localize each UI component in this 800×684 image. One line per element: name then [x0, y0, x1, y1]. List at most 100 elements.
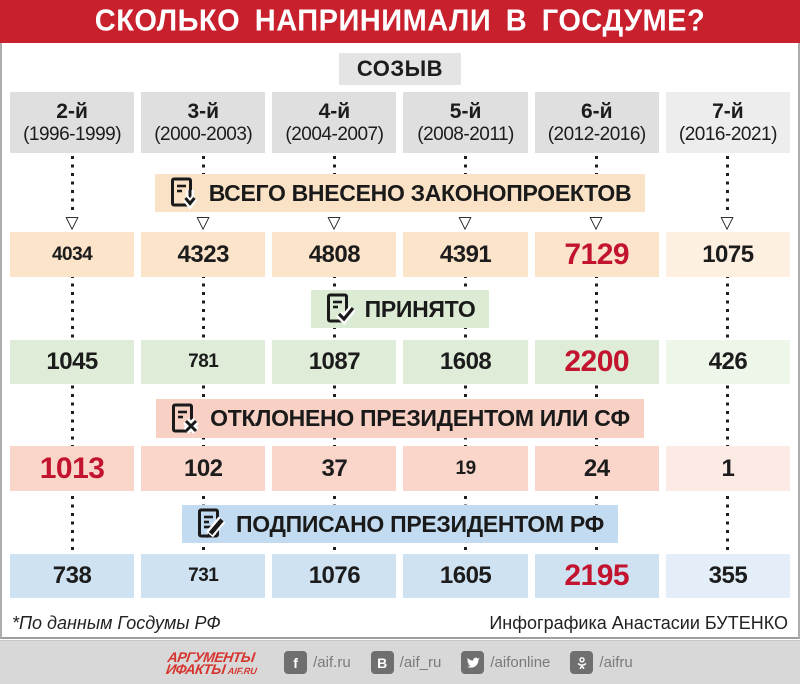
column-ordinal: 6-й [580, 99, 613, 123]
value-cell: 4034 [10, 232, 135, 277]
value-24: 24 [583, 454, 610, 482]
value-cell: 24 [534, 446, 659, 491]
social-links: f /aif.ru В /aif_ru /aifonline [284, 651, 633, 674]
social-odnoklassniki[interactable]: /aifru [570, 651, 633, 674]
value-1075: 1075 [702, 240, 754, 268]
value-cell: 4323 [141, 232, 266, 277]
document-cross-icon [172, 403, 199, 434]
arrow-down-icon: ▽ [325, 211, 343, 232]
value-cell: 1087 [272, 340, 397, 384]
column-years: (1996-1999) [23, 123, 122, 145]
vk-icon: В [370, 651, 394, 674]
value-cell: 731 [141, 554, 266, 598]
column-ordinal: 7-й [712, 99, 744, 123]
section-band-signed: ПОДПИСАНО ПРЕЗИДЕНТОМ РФ [0, 505, 800, 543]
logo-suffix: AIF.RU [227, 665, 258, 676]
value-cell: 1075 [665, 232, 790, 277]
section-label: ОТКЛОНЕНО ПРЕЗИДЕНТОМ ИЛИ СФ [210, 405, 630, 431]
value-cell: 1076 [272, 554, 397, 598]
facebook-handle: /aif.ru [313, 654, 351, 671]
value-cell: 1608 [403, 340, 528, 384]
convocation-label: СОЗЫВ [338, 53, 462, 85]
data-row-adopted: 1045 781 1087 1608 2200 426 [0, 340, 800, 384]
twitter-icon [461, 651, 485, 674]
column-headers: 2-й (1996-1999) 3-й (2000-2003) 4-й (2004-200… [0, 92, 800, 153]
section-band-rejected: ОТКЛОНЕНО ПРЕЗИДЕНТОМ ИЛИ СФ [0, 399, 800, 438]
section-header-submitted: ВСЕГО ВНЕСЕНО ЗАКОНОПРОЕКТОВ [154, 174, 646, 212]
column-ordinal: 5-й [449, 99, 482, 123]
value-cell: 7129 [534, 232, 659, 277]
section-header-rejected: ОТКЛОНЕНО ПРЕЗИДЕНТОМ ИЛИ СФ [156, 399, 644, 438]
value-4034: 4034 [51, 243, 93, 265]
value-1605: 1605 [439, 562, 492, 589]
column-header-4: 4-й (2004-2007) [272, 92, 397, 153]
column-years: (2004-2007) [285, 123, 384, 145]
section-header-signed: ПОДПИСАНО ПРЕЗИДЕНТОМ РФ [182, 505, 618, 543]
value-1087: 1087 [308, 348, 361, 375]
title-bar: СКОЛЬКО НАПРИНИМАЛИ В ГОСДУМЕ? [0, 0, 800, 43]
value-cell: 1605 [403, 554, 528, 598]
logo-line-2: ИФАКТЫ [165, 660, 227, 677]
column-years: (2008-2011) [417, 123, 514, 145]
value-2200: 2200 [564, 345, 630, 378]
social-vk[interactable]: В /aif_ru [370, 651, 441, 674]
arrow-down-icon: ▽ [194, 211, 212, 232]
document-pen-icon [198, 508, 226, 538]
bottom-bar: АРГУМЕНТЫ ИФАКТЫ AIF.RU f /aif.ru В /aif… [0, 640, 800, 684]
value-19: 19 [455, 457, 477, 479]
document-check-icon [326, 293, 355, 325]
value-cell: 37 [272, 446, 397, 491]
aif-logo: АРГУМЕНТЫ ИФАКТЫ AIF.RU [165, 649, 260, 677]
social-facebook[interactable]: f /aif.ru [284, 651, 351, 674]
data-row-submitted: 4034 4323 4808 4391 7129 1075 [0, 232, 800, 277]
value-1013: 1013 [39, 451, 105, 485]
value-4808: 4808 [308, 240, 361, 268]
section-band-submitted: ВСЕГО ВНЕСЕНО ЗАКОНОПРОЕКТОВ [0, 174, 800, 212]
column-ordinal: 3-й [187, 99, 220, 123]
value-2195: 2195 [564, 559, 630, 592]
section-band-adopted: ПРИНЯТО [0, 290, 800, 328]
data-row-rejected: 1013 102 37 19 24 1 [0, 446, 800, 491]
value-cell: 4391 [403, 232, 528, 277]
value-cell: 4808 [272, 232, 397, 277]
value-781: 781 [188, 351, 219, 372]
arrow-down-icon: ▽ [718, 211, 736, 232]
value-cell: 355 [665, 554, 790, 598]
arrow-down-icon: ▽ [63, 211, 81, 232]
value-731: 731 [188, 565, 219, 586]
value-426: 426 [708, 348, 748, 375]
column-years: (2016-2021) [678, 123, 778, 145]
social-twitter[interactable]: /aifonline [461, 651, 550, 674]
value-1076: 1076 [308, 562, 361, 589]
value-355: 355 [708, 562, 748, 589]
arrow-down-icon: ▽ [587, 211, 605, 232]
section-header-adopted: ПРИНЯТО [310, 290, 490, 328]
section-label: ВСЕГО ВНЕСЕНО ЗАКОНОПРОЕКТОВ [208, 179, 632, 206]
value-102: 102 [183, 454, 223, 482]
value-cell: 738 [10, 554, 135, 598]
value-7129: 7129 [564, 237, 630, 271]
arrow-down-icon: ▽ [456, 211, 474, 232]
value-cell: 2200 [534, 340, 659, 384]
value-4391: 4391 [439, 240, 492, 268]
column-header-3: 3-й (2000-2003) [141, 92, 266, 153]
column-header-2: 2-й (1996-1999) [10, 92, 135, 153]
source-note: *По данным Госдумы РФ [12, 612, 221, 633]
twitter-handle: /aifonline [490, 654, 551, 671]
column-years: (2012-2016) [547, 123, 647, 145]
value-cell: 1013 [10, 446, 135, 491]
value-cell: 1 [665, 446, 790, 491]
column-years: (2000-2003) [154, 123, 253, 145]
section-label: ПОДПИСАНО ПРЕЗИДЕНТОМ РФ [236, 510, 604, 537]
value-cell: 19 [403, 446, 528, 491]
value-1608: 1608 [439, 348, 492, 375]
value-738: 738 [52, 562, 92, 589]
value-1045: 1045 [46, 348, 98, 375]
data-row-signed: 738 731 1076 1605 2195 355 [0, 554, 800, 598]
column-header-6: 6-й (2012-2016) [534, 92, 659, 153]
footnotes: *По данным Госдумы РФ Инфографика Анаста… [0, 610, 800, 636]
column-ordinal: 2-й [56, 99, 88, 123]
value-1: 1 [721, 454, 735, 482]
value-37: 37 [321, 454, 348, 482]
